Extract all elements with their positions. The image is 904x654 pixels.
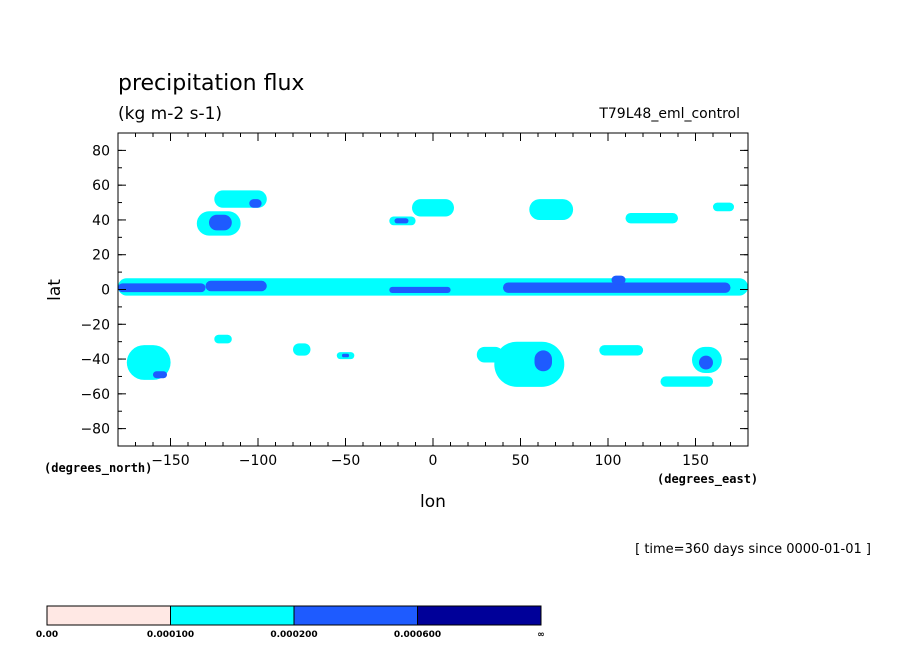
time-note: [ time=360 days since 0000-01-01 ] (635, 542, 871, 557)
colorbar-level-label: 0.000600 (394, 630, 441, 640)
precip-region-4 (503, 282, 731, 293)
colorbar: 0.00 0.000100 0.000200 0.000600 ∞ (36, 605, 545, 640)
y-tick-label: 40 (92, 213, 110, 229)
y-tick-label: −20 (80, 317, 110, 333)
y-tick-label: 80 (92, 143, 110, 159)
colorbar-swatch (417, 605, 542, 626)
precip-region-17 (153, 371, 167, 379)
y-tick-label: −40 (80, 352, 110, 368)
precip-region-21 (342, 353, 349, 358)
y-units-note: (degrees_north) (44, 461, 152, 476)
precip-region-23 (494, 341, 565, 387)
y-axis-label: lat (45, 279, 65, 301)
precip-region-18 (214, 334, 232, 344)
y-tick-label: 20 (92, 248, 110, 264)
plot-area: −150 −100 −50 0 50 100 150 80 60 40 20 0 −20 −40 −60 −8… (80, 132, 749, 469)
precipitation-regions (118, 190, 748, 387)
precip-region-13 (529, 199, 574, 220)
y-tick-label: 60 (92, 178, 110, 194)
x-axis-label: lon (420, 492, 446, 512)
precip-region-1 (118, 283, 206, 293)
x-tick-label: 150 (682, 453, 709, 469)
precip-region-14 (625, 213, 678, 224)
x-tick-label: −150 (151, 453, 189, 469)
precip-region-7 (209, 214, 232, 231)
precip-region-24 (534, 350, 552, 372)
colorbar-swatch (293, 605, 418, 626)
x-tick-label: 50 (512, 453, 530, 469)
precip-region-12 (412, 199, 454, 217)
y-tick-label: −60 (80, 387, 110, 403)
x-tick-label: −100 (239, 453, 277, 469)
chart-title: precipitation flux (118, 71, 304, 96)
run-label: T79L48_eml_control (598, 106, 740, 122)
x-units-note: (degrees_east) (657, 472, 758, 487)
colorbar-level-label: ∞ (537, 630, 545, 640)
precip-region-26 (660, 376, 713, 387)
precip-region-11 (394, 218, 409, 224)
precip-region-9 (249, 199, 262, 208)
chart-units: (kg m-2 s-1) (118, 104, 222, 124)
precip-region-25 (599, 345, 644, 356)
y-tick-label: −80 (80, 422, 110, 438)
colorbar-level-label: 0.00 (36, 630, 58, 640)
colorbar-swatch (170, 605, 295, 626)
precip-region-5 (611, 275, 626, 285)
colorbar-level-label: 0.000200 (270, 630, 317, 640)
axis-ticks: −150 −100 −50 0 50 100 150 80 60 40 20 0 −20 −40 −60 −8… (80, 132, 748, 469)
precip-region-15 (713, 202, 734, 212)
colorbar-level-label: 0.000100 (147, 630, 194, 640)
precip-region-3 (389, 286, 451, 293)
precip-region-2 (205, 280, 267, 292)
x-tick-label: −50 (331, 453, 361, 469)
x-tick-label: 100 (595, 453, 622, 469)
colorbar-swatch (46, 605, 171, 626)
precip-region-19 (293, 343, 311, 356)
precip-region-28 (699, 355, 713, 370)
x-tick-label: 0 (429, 453, 438, 469)
y-tick-label: 0 (101, 283, 110, 299)
